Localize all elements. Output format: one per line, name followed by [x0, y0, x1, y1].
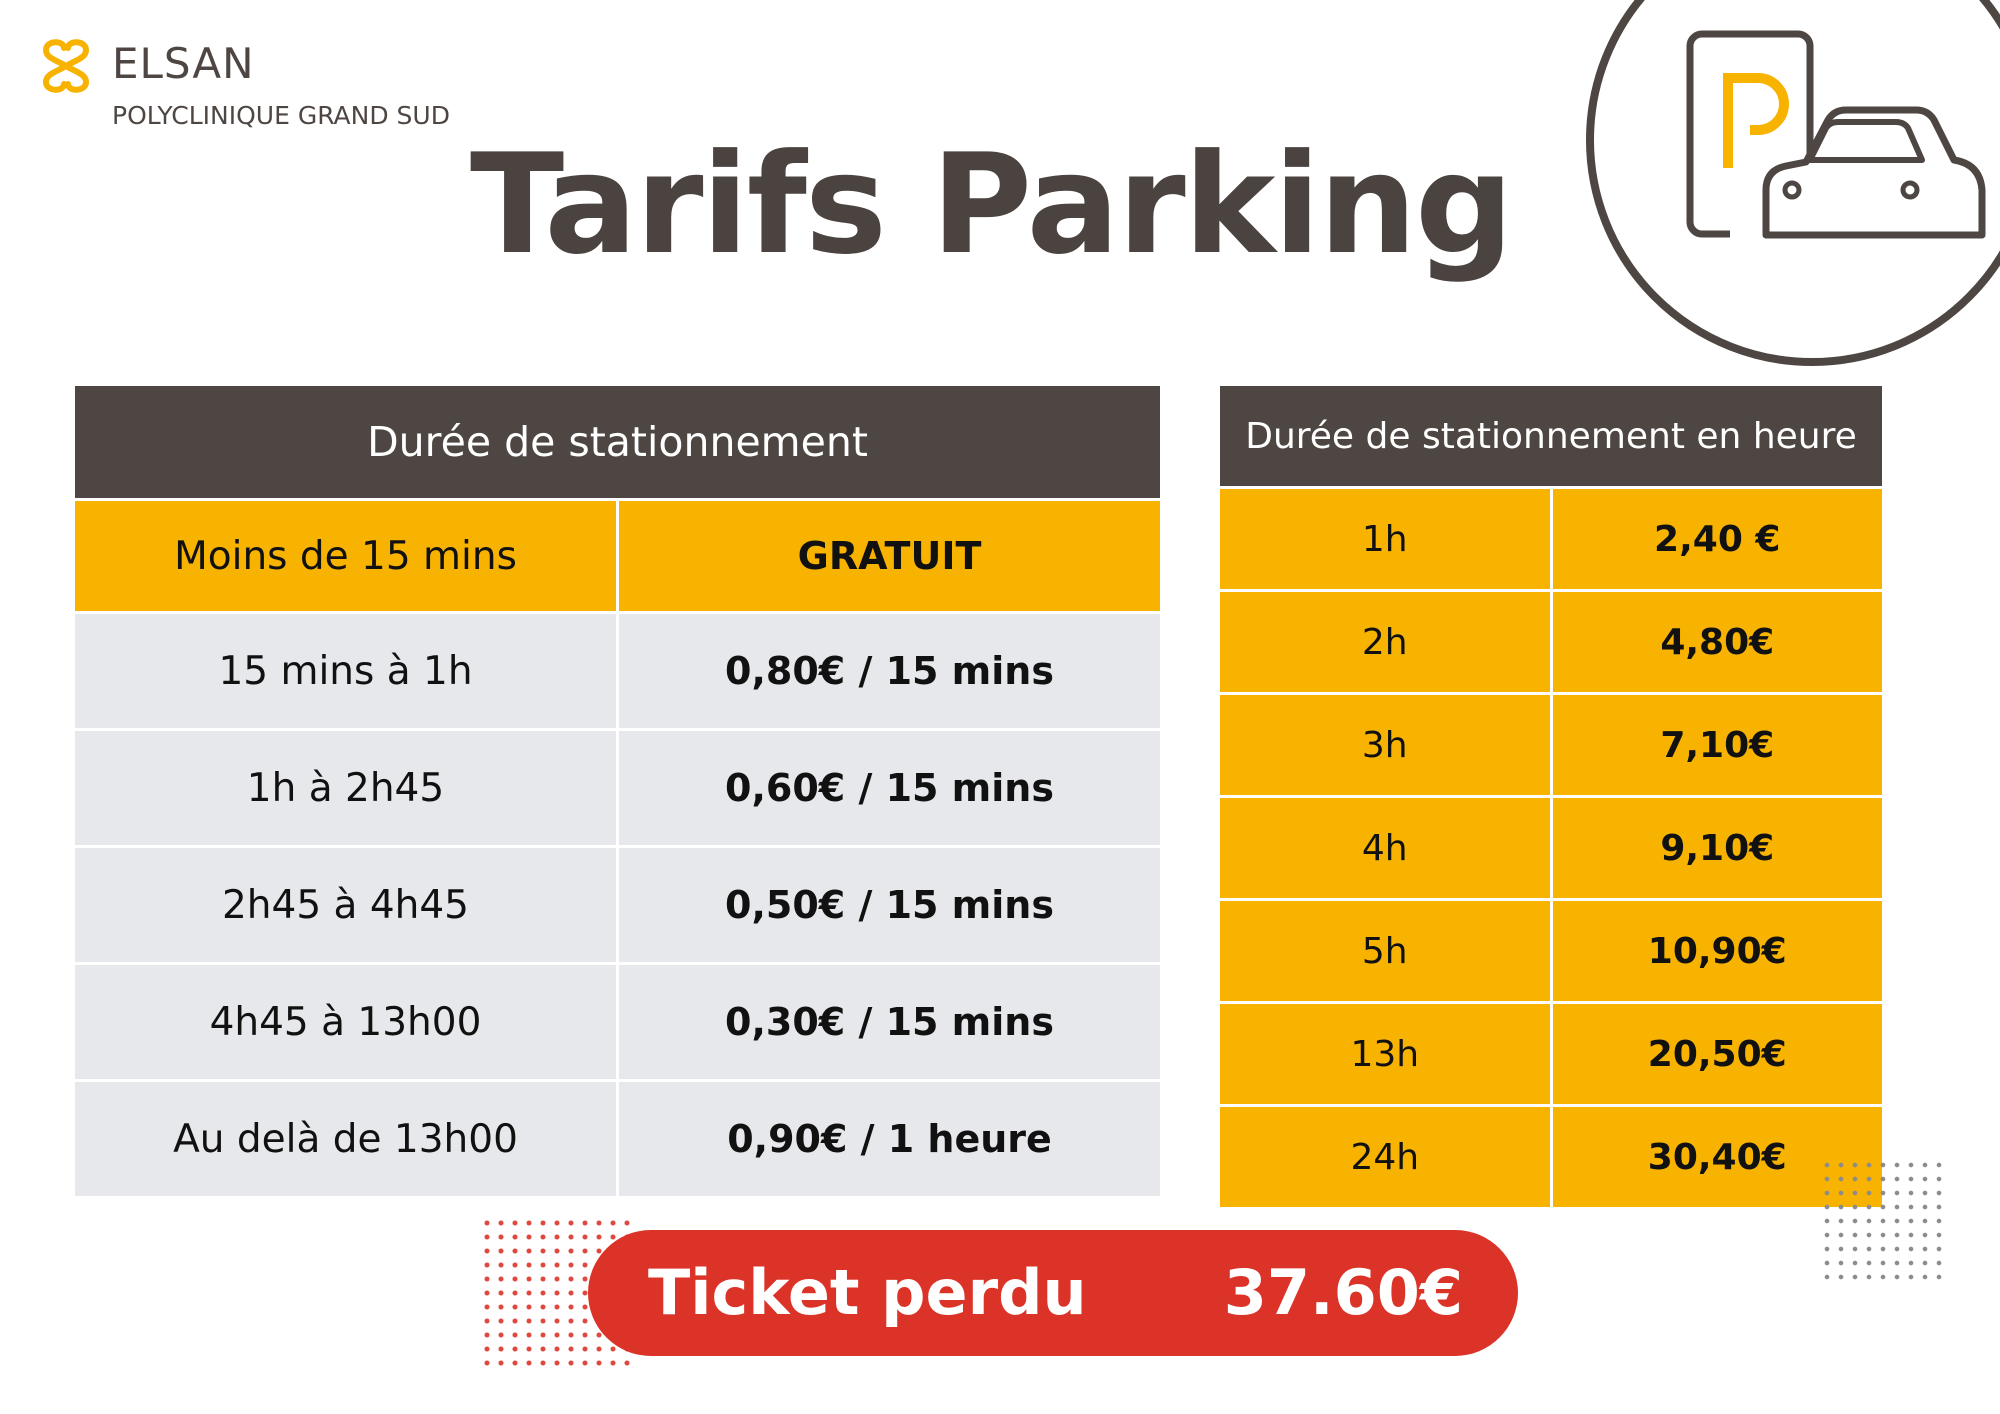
- elsan-logo-icon: [42, 39, 90, 93]
- lost-ticket-label: Ticket perdu: [648, 1256, 1087, 1329]
- hours-cell: 2h: [1361, 621, 1408, 663]
- lost-ticket-banner: Ticket perdu 37.60€: [588, 1230, 1518, 1356]
- table-row: Moins de 15 mins GRATUIT: [75, 498, 1160, 611]
- table-row: 2h 4,80€: [1220, 589, 1882, 692]
- hours-cell: 24h: [1350, 1136, 1420, 1178]
- duration-cell: Au delà de 13h00: [75, 1082, 616, 1196]
- table-row: 5h 10,90€: [1220, 898, 1882, 1001]
- price-cell: 2,40 €: [1549, 489, 1883, 589]
- price-cell: 0,30€ / 15 mins: [616, 965, 1160, 1079]
- table-row: 13h 20,50€: [1220, 1001, 1882, 1104]
- lost-ticket-price: 37.60€: [1223, 1256, 1463, 1329]
- decorative-dots: [1820, 1158, 1944, 1282]
- price-cell: 4,80€: [1549, 592, 1883, 692]
- table-row: 1h à 2h45 0,60€ / 15 mins: [75, 728, 1160, 845]
- duration-cell: Moins de 15 mins: [75, 501, 616, 611]
- page-title: Tarifs Parking: [470, 124, 1514, 285]
- duration-cell: 1h à 2h45: [75, 731, 616, 845]
- price-cell: 9,10€: [1549, 798, 1883, 898]
- table-row: 24h 30,40€: [1220, 1104, 1882, 1207]
- duration-cell: 15 mins à 1h: [75, 614, 616, 728]
- table-header: Durée de stationnement en heure: [1220, 386, 1882, 486]
- price-cell: 0,90€ / 1 heure: [616, 1082, 1160, 1196]
- duration-cell: 4h45 à 13h00: [75, 965, 616, 1079]
- table-row: 15 mins à 1h 0,80€ / 15 mins: [75, 611, 1160, 728]
- table-row: 4h 9,10€: [1220, 795, 1882, 898]
- price-cell: 7,10€: [1549, 695, 1883, 795]
- brand-name: ELSAN: [112, 39, 255, 88]
- duration-cell: 2h45 à 4h45: [75, 848, 616, 962]
- table-header: Durée de stationnement: [75, 386, 1160, 498]
- price-cell: GRATUIT: [616, 501, 1160, 611]
- price-cell: 0,60€ / 15 mins: [616, 731, 1160, 845]
- clinic-name: POLYCLINIQUE GRAND SUD: [112, 101, 450, 130]
- price-cell: 30,40€: [1549, 1107, 1883, 1207]
- hourly-rate-table: Durée de stationnement en heure 1h 2,40 …: [1220, 386, 1882, 1207]
- parking-car-icon: [1586, 0, 2000, 366]
- hours-cell: 4h: [1361, 827, 1408, 869]
- hours-cell: 3h: [1361, 724, 1408, 766]
- hours-cell: 5h: [1361, 930, 1408, 972]
- table-row: 3h 7,10€: [1220, 692, 1882, 795]
- hours-cell: 1h: [1361, 518, 1408, 560]
- price-cell: 20,50€: [1549, 1004, 1883, 1104]
- table-row: 4h45 à 13h00 0,30€ / 15 mins: [75, 962, 1160, 1079]
- price-cell: 0,50€ / 15 mins: [616, 848, 1160, 962]
- table-row: 1h 2,40 €: [1220, 486, 1882, 589]
- table-row: 2h45 à 4h45 0,50€ / 15 mins: [75, 845, 1160, 962]
- table-row: Au delà de 13h00 0,90€ / 1 heure: [75, 1079, 1160, 1196]
- parking-duration-table: Durée de stationnement Moins de 15 mins …: [75, 386, 1160, 1196]
- price-cell: 10,90€: [1549, 901, 1883, 1001]
- price-cell: 0,80€ / 15 mins: [616, 614, 1160, 728]
- hours-cell: 13h: [1350, 1033, 1420, 1075]
